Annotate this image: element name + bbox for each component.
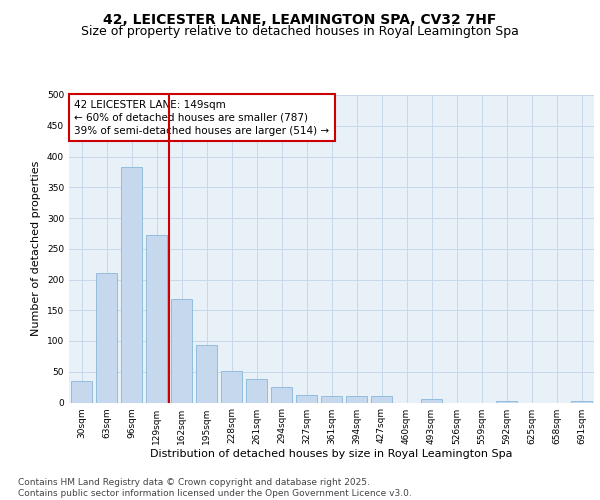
Text: 42 LEICESTER LANE: 149sqm
← 60% of detached houses are smaller (787)
39% of semi: 42 LEICESTER LANE: 149sqm ← 60% of detac… <box>74 100 329 136</box>
Bar <box>346 396 367 402</box>
Bar <box>296 395 317 402</box>
Text: Contains HM Land Registry data © Crown copyright and database right 2025.
Contai: Contains HM Land Registry data © Crown c… <box>18 478 412 498</box>
Bar <box>171 299 192 403</box>
Bar <box>421 400 442 402</box>
Bar <box>571 400 592 402</box>
Bar <box>221 370 242 402</box>
Bar <box>321 396 342 402</box>
Bar <box>246 378 267 402</box>
Bar <box>496 400 517 402</box>
Bar <box>121 167 142 402</box>
Text: 42, LEICESTER LANE, LEAMINGTON SPA, CV32 7HF: 42, LEICESTER LANE, LEAMINGTON SPA, CV32… <box>103 12 497 26</box>
Bar <box>271 387 292 402</box>
Y-axis label: Number of detached properties: Number of detached properties <box>31 161 41 336</box>
Bar <box>146 235 167 402</box>
Bar <box>371 396 392 402</box>
Text: Size of property relative to detached houses in Royal Leamington Spa: Size of property relative to detached ho… <box>81 25 519 38</box>
Bar <box>71 381 92 402</box>
Bar <box>96 274 117 402</box>
Bar <box>196 346 217 403</box>
X-axis label: Distribution of detached houses by size in Royal Leamington Spa: Distribution of detached houses by size … <box>150 450 513 460</box>
